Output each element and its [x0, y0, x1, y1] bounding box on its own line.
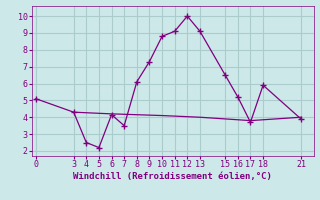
X-axis label: Windchill (Refroidissement éolien,°C): Windchill (Refroidissement éolien,°C): [73, 172, 272, 181]
